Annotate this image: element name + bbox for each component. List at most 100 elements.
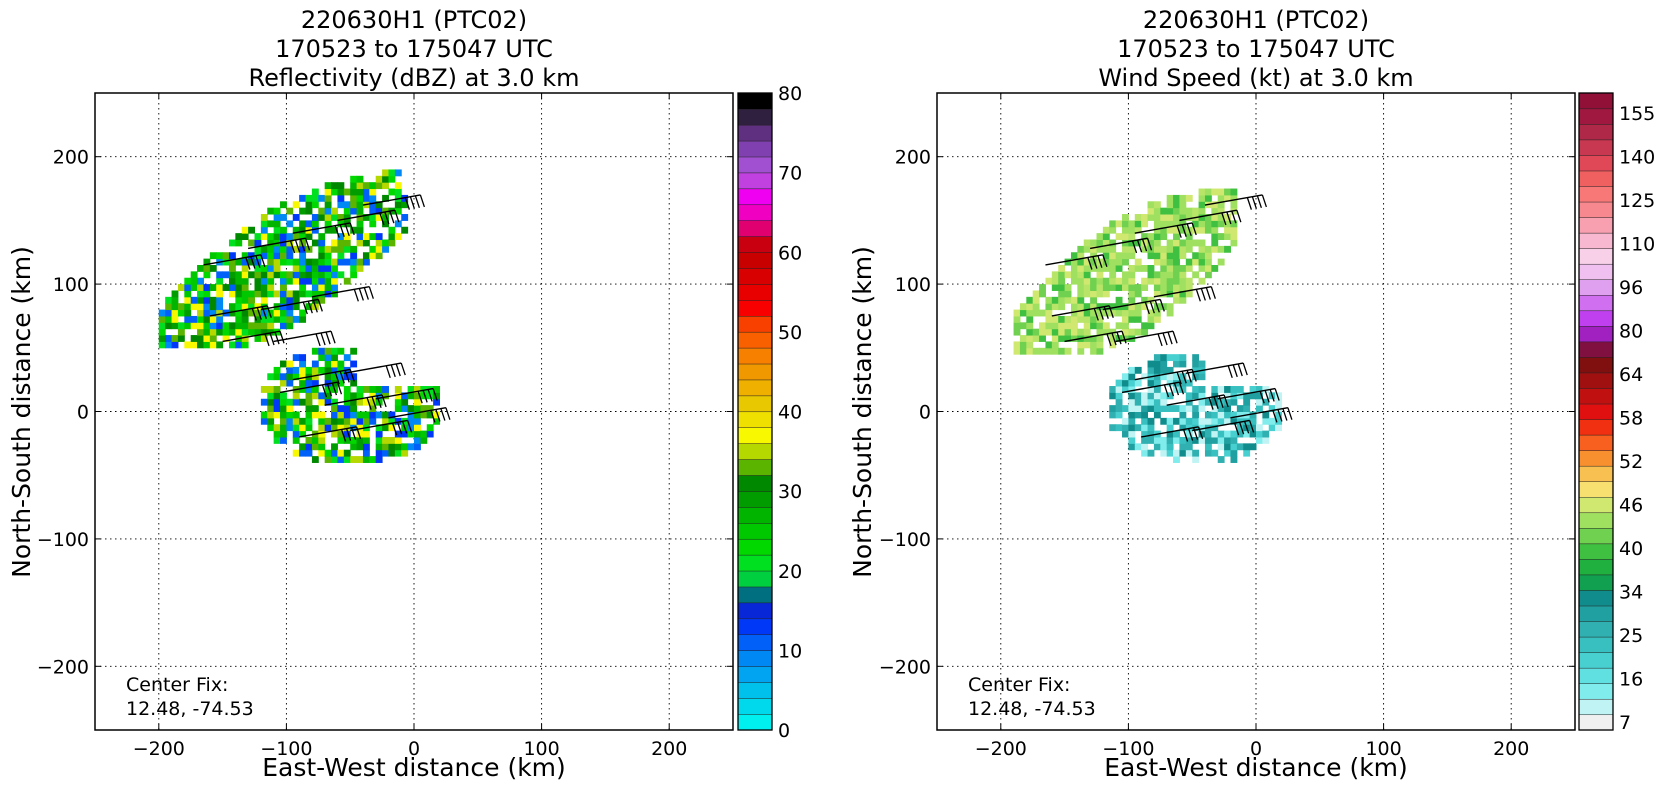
field-cell <box>1115 322 1123 330</box>
field-cell <box>1051 322 1059 330</box>
wind-barb-flag <box>279 331 285 344</box>
wind-barb-flag <box>1141 238 1148 252</box>
wind-barb-flag <box>430 410 436 423</box>
field-cell <box>1045 328 1053 336</box>
wind-barb-flag <box>312 300 318 313</box>
field-cell <box>254 328 262 336</box>
field-cell <box>1262 436 1270 444</box>
y-tick-label: −100 <box>37 529 89 551</box>
field-cell <box>1173 239 1180 247</box>
field-cell <box>401 392 409 400</box>
field-cell <box>203 335 211 342</box>
field-cell <box>190 335 198 342</box>
field-cell <box>273 392 281 400</box>
field-cell <box>1153 366 1161 374</box>
colorbar-swatch <box>1578 310 1614 327</box>
field-cell <box>1115 277 1123 285</box>
field-cell <box>1249 430 1257 438</box>
field-cell <box>369 220 377 228</box>
field-cell <box>1039 284 1046 291</box>
field-cell <box>1141 245 1149 253</box>
field-cell <box>286 296 294 304</box>
field-cell <box>216 271 224 279</box>
field-cell <box>1109 245 1117 253</box>
field-cell <box>401 214 409 221</box>
field-cell <box>254 290 262 298</box>
field-cell <box>1147 430 1155 438</box>
field-cell <box>1179 436 1187 444</box>
field-cell <box>1198 214 1206 221</box>
field-cell <box>197 322 204 330</box>
field-cell <box>1134 264 1142 272</box>
colorbar-swatch <box>1578 201 1614 218</box>
field-cell <box>362 417 370 425</box>
field-cell <box>1039 290 1046 298</box>
field-cell <box>375 449 383 457</box>
field-cell <box>382 214 389 221</box>
field-cell <box>222 271 230 279</box>
field-cell <box>420 411 428 419</box>
wind-barb-flag <box>1102 254 1108 268</box>
field-cell <box>1128 405 1136 412</box>
wind-barb-flag <box>1277 409 1283 422</box>
field-cell <box>241 303 249 311</box>
colorbar-swatch <box>737 697 773 715</box>
field-cell <box>1211 214 1219 221</box>
field-cell <box>1262 398 1270 406</box>
field-cell <box>165 341 173 349</box>
field-cell <box>1204 449 1212 457</box>
field-cell <box>1051 315 1059 323</box>
field-cell <box>311 443 319 451</box>
field-cell <box>171 303 179 311</box>
field-cell <box>228 252 236 260</box>
field-cell <box>1268 405 1276 412</box>
field-cell <box>1141 411 1149 419</box>
wind-barb-flag <box>363 287 369 300</box>
field-cell <box>1032 290 1040 298</box>
field-cell <box>1204 214 1212 221</box>
x-tick-label: 200 <box>1493 738 1529 760</box>
field-cell <box>324 194 332 202</box>
field-cell <box>1160 290 1168 298</box>
field-cell <box>273 245 281 253</box>
field-cell <box>286 417 294 425</box>
field-cell <box>305 417 313 425</box>
field-cell <box>280 284 287 291</box>
field-cell <box>414 436 421 444</box>
field-cell <box>369 182 377 190</box>
field-cell <box>1122 245 1129 253</box>
field-cell <box>235 303 243 311</box>
field-cell <box>324 398 332 406</box>
field-cell <box>1090 315 1097 323</box>
field-cell <box>299 284 307 291</box>
field-cell <box>1173 277 1180 285</box>
field-cell <box>1141 214 1149 221</box>
field-cell <box>1243 398 1251 406</box>
field-cell <box>286 233 294 241</box>
field-cell <box>273 366 281 374</box>
colorbar-swatch <box>1578 512 1614 529</box>
field-cell <box>1077 271 1085 279</box>
field-cell <box>1019 335 1027 342</box>
field-cell <box>286 239 294 247</box>
wind-barb-flag <box>255 255 261 268</box>
field-cell <box>1032 309 1040 317</box>
field-cell <box>1039 322 1046 330</box>
field-cell <box>1013 347 1021 355</box>
field-cell <box>260 271 268 279</box>
field-cell <box>273 233 281 241</box>
field-cell <box>1090 322 1097 330</box>
field-cell <box>331 360 338 368</box>
field-cell <box>1051 303 1059 311</box>
field-cell <box>350 373 358 381</box>
field-cell <box>1083 328 1091 336</box>
colorbar-swatch <box>1578 92 1614 110</box>
field-cell <box>1166 245 1174 253</box>
field-cell <box>318 347 326 355</box>
field-cell <box>1096 303 1104 311</box>
wind-barb-flag <box>1282 408 1288 421</box>
field-cell <box>1122 322 1129 330</box>
field-cell <box>1160 303 1168 311</box>
field-cell <box>1224 443 1231 451</box>
field-cell <box>260 386 268 393</box>
